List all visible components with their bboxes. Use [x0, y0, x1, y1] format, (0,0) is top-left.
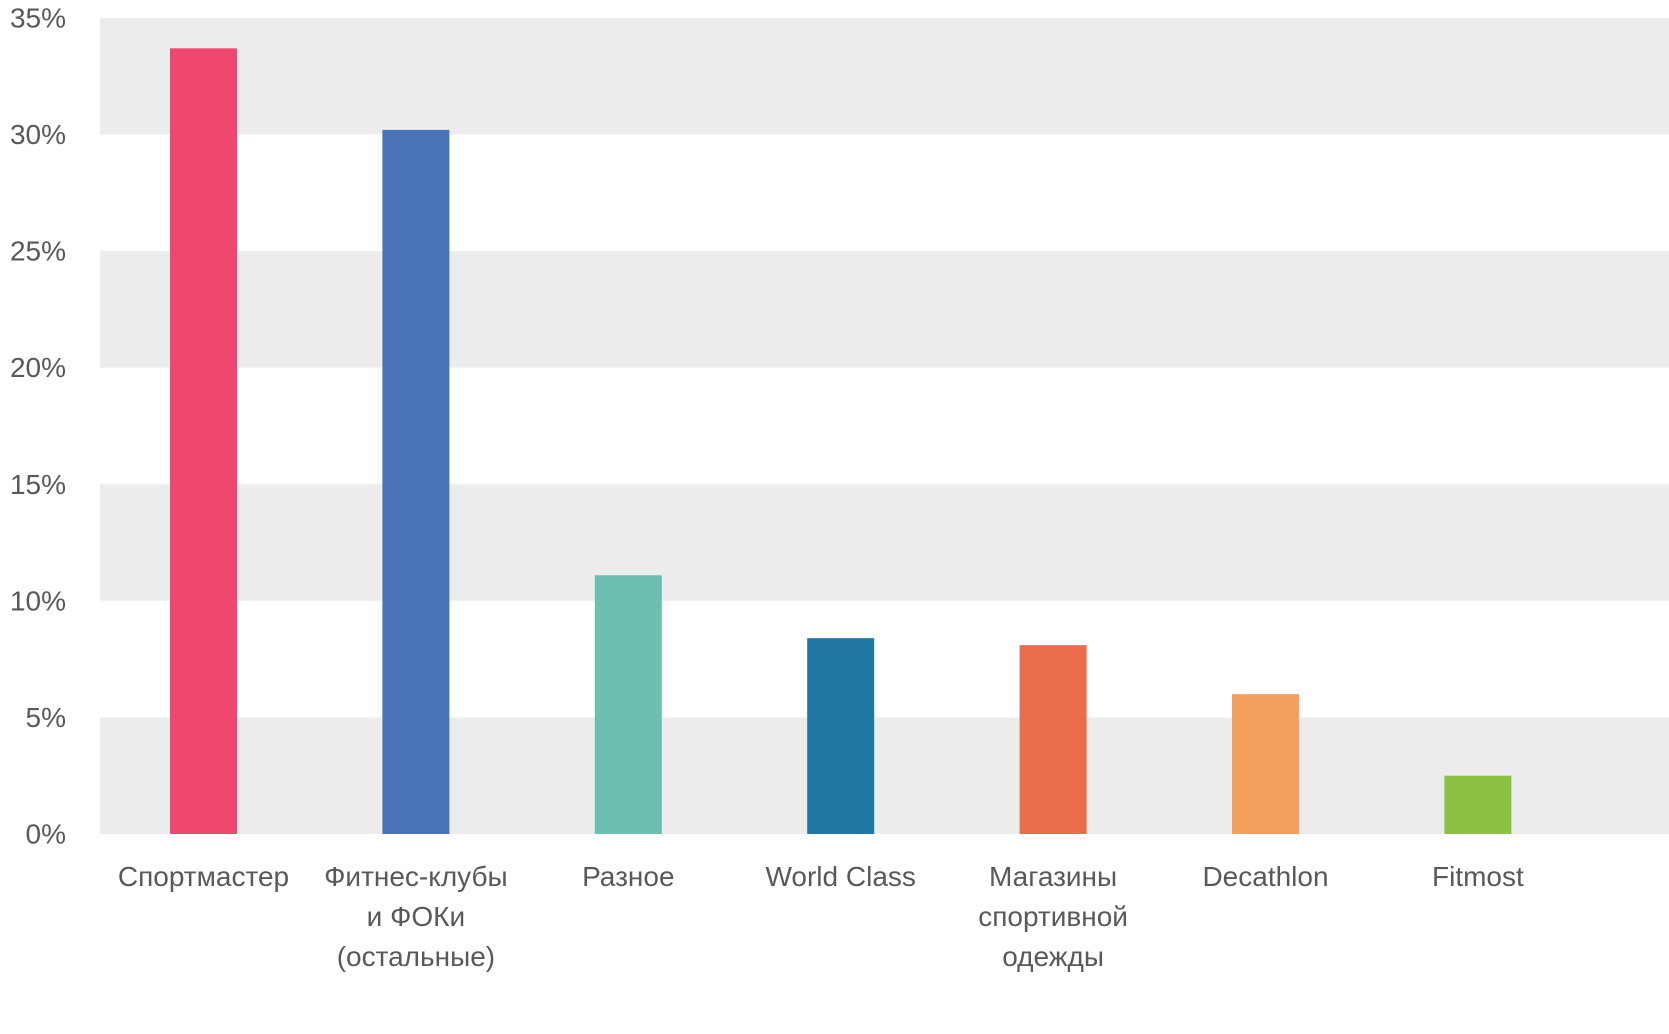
y-tick-label: 30%: [10, 119, 66, 150]
x-tick-label-line: Fitmost: [1432, 861, 1524, 892]
x-tick-label-line: спортивной: [978, 901, 1128, 932]
x-axis: Спортмастер Фитнес-клубы и ФОКи (остальные)…: [118, 861, 1524, 972]
grid-band: [100, 134, 1669, 252]
grid-band: [100, 600, 1669, 718]
bar: [807, 638, 875, 834]
y-tick-label: 20%: [10, 352, 66, 383]
y-tick-label: 35%: [10, 3, 66, 34]
grid-band: [100, 717, 1669, 834]
x-tick-label-line: Магазины: [989, 861, 1117, 892]
y-tick-label: 15%: [10, 469, 66, 500]
x-tick-label: Разное: [582, 861, 674, 892]
y-tick-label: 5%: [26, 702, 66, 733]
x-tick-label-line: Разное: [582, 861, 674, 892]
x-tick-label: World Class: [765, 861, 915, 892]
bar: [382, 129, 450, 834]
grid-band: [100, 18, 1669, 135]
grid-band: [100, 367, 1669, 485]
x-tick-label: Fitmost: [1432, 861, 1524, 892]
bar: [170, 48, 237, 834]
y-axis: 0% 5% 10% 15% 20% 25% 30% 35%: [10, 3, 66, 850]
bars: [170, 48, 1512, 834]
y-tick-label: 10%: [10, 585, 66, 616]
x-tick-label-line: Фитнес-клубы: [324, 861, 508, 892]
x-tick-label-line: Decathlon: [1202, 861, 1328, 892]
x-tick-label-line: одежды: [1002, 941, 1104, 972]
grid-band: [100, 251, 1669, 368]
grid-band: [100, 484, 1669, 601]
x-tick-label: Магазины спортивной одежды: [978, 861, 1128, 972]
x-tick-label-line: и ФОКи: [367, 901, 465, 932]
bar: [1232, 694, 1299, 834]
x-tick-label: Спортмастер: [118, 861, 289, 892]
x-tick-label-line: (остальные): [337, 941, 495, 972]
y-tick-label: 25%: [10, 236, 66, 267]
y-tick-label: 0%: [26, 819, 66, 850]
x-tick-label: Decathlon: [1202, 861, 1328, 892]
x-tick-label: Фитнес-клубы и ФОКи (остальные): [324, 861, 508, 972]
x-tick-label-line: Спортмастер: [118, 861, 289, 892]
bar: [594, 575, 662, 834]
bar: [1444, 775, 1512, 834]
x-tick-label-line: World Class: [765, 861, 915, 892]
bar: [1019, 645, 1087, 834]
background-bands: [100, 18, 1669, 834]
